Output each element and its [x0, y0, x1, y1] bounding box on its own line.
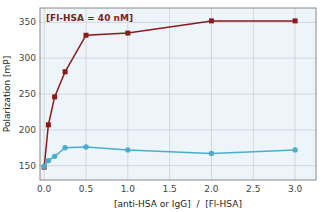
- data-point: [209, 151, 214, 156]
- grid-line: [253, 8, 254, 180]
- y-axis-label: Polarization [mP]: [2, 56, 12, 132]
- grid-line: [295, 8, 296, 180]
- data-point: [52, 154, 57, 159]
- tick-label: 2.0: [204, 184, 219, 194]
- data-point: [46, 158, 51, 163]
- tick-label: 200: [19, 125, 36, 135]
- plot-frame: [40, 8, 316, 180]
- data-point: [52, 94, 57, 99]
- plot-background: [40, 8, 316, 180]
- annotation: [Fl-HSA = 40 nM]: [46, 13, 133, 23]
- data-point: [62, 145, 67, 150]
- data-point: [84, 33, 89, 38]
- tick-label: 350: [19, 17, 36, 27]
- tick-label: 3.0: [288, 184, 303, 194]
- data-point: [293, 18, 298, 23]
- data-point: [63, 69, 68, 74]
- grid-line: [40, 94, 316, 95]
- data-point: [209, 18, 214, 23]
- grid-line: [40, 58, 316, 59]
- tick-label: 150: [19, 161, 36, 171]
- tick-label: 250: [19, 89, 36, 99]
- plot-area: [41, 18, 297, 169]
- grid-line: [40, 165, 316, 166]
- data-point: [125, 31, 130, 36]
- chart: 150 200 250 300 350 0.0 0.5 1.0 1.5 2.0 2.5 3.0 [Fl-…: [0, 0, 326, 212]
- grid-line: [40, 129, 316, 130]
- data-point: [46, 122, 51, 127]
- grid-line: [44, 8, 45, 180]
- tick-label: 0.5: [79, 184, 93, 194]
- data-point: [42, 165, 47, 170]
- series-line: [44, 21, 295, 167]
- tick-label: 1.5: [162, 184, 176, 194]
- tick-label: 0.0: [37, 184, 52, 194]
- series-line: [44, 147, 295, 166]
- data-point: [83, 144, 88, 149]
- data-point: [292, 147, 297, 152]
- tick-label: 2.5: [246, 184, 260, 194]
- data-point: [41, 164, 46, 169]
- tick-label: 1.0: [121, 184, 136, 194]
- grid-line: [169, 8, 170, 180]
- x-axis-label: [anti-HSA or IgG] / [Fl-HSA]: [114, 199, 242, 209]
- data-point: [125, 147, 130, 152]
- tick-label: 300: [19, 53, 36, 63]
